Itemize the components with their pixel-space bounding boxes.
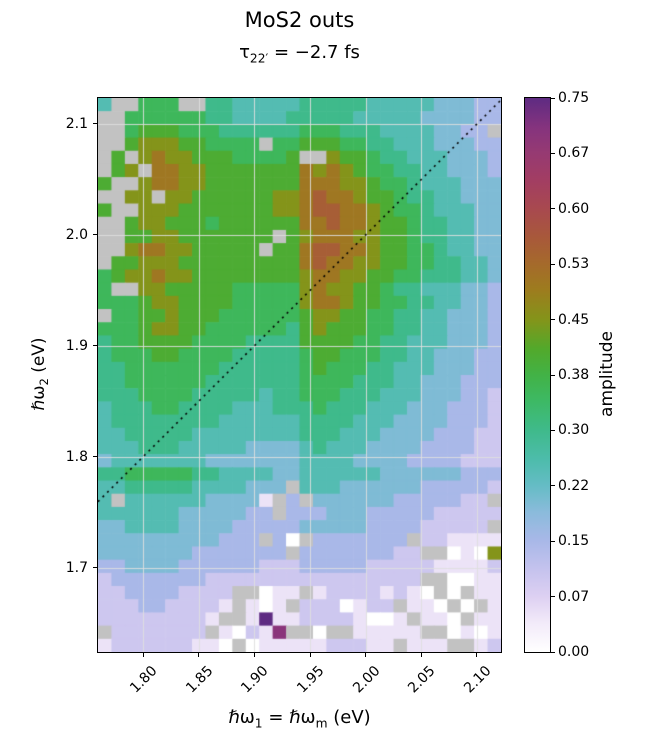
subtitle-tau: τ xyxy=(239,42,250,63)
x-tick-label: 1.80 xyxy=(127,663,161,697)
x-tick-mark xyxy=(309,652,311,657)
x-tick-mark xyxy=(253,652,255,657)
colorbar-tick-mark xyxy=(551,540,555,542)
colorbar-tick-label: 0.07 xyxy=(558,588,590,605)
chart-subtitle: τ22′ = −2.7 fs xyxy=(98,42,501,66)
chart-title: MoS2 outs xyxy=(244,8,355,32)
x-axis-label: ℏω1 = ℏωm (eV) xyxy=(228,707,371,731)
colorbar-tick-mark xyxy=(551,485,555,487)
y-tick-label: 2.1 xyxy=(65,115,88,132)
x-tick-label: 1.95 xyxy=(293,663,328,697)
x-tick-mark xyxy=(142,652,144,657)
x-tick-mark xyxy=(476,652,478,657)
colorbar-tick-label: 0.38 xyxy=(558,367,590,383)
y-tick-mark xyxy=(93,345,98,347)
subtitle-value: = −2.7 fs xyxy=(268,42,360,63)
x-tick-mark xyxy=(365,652,367,657)
x-tick-label: 1.85 xyxy=(182,663,217,697)
colorbar-tick-label: 0.30 xyxy=(558,422,590,439)
x-tick-label: 2.10 xyxy=(460,663,495,697)
x-tick-label: 1.90 xyxy=(238,663,272,697)
y-tick-mark xyxy=(93,234,98,236)
colorbar xyxy=(524,97,551,653)
y-tick-label: 1.8 xyxy=(65,448,88,465)
colorbar-tick-mark xyxy=(551,152,555,154)
colorbar-tick-mark xyxy=(551,208,555,210)
colorbar-label: amplitude xyxy=(597,331,617,417)
colorbar-tick-label: 0.15 xyxy=(558,533,590,550)
colorbar-tick-mark xyxy=(551,596,555,598)
colorbar-tick-label: 0.60 xyxy=(558,200,590,217)
colorbar-tick-mark xyxy=(551,319,555,321)
colorbar-tick-label: 0.75 xyxy=(558,90,590,106)
y-tick-label: 2.0 xyxy=(65,226,88,243)
colorbar-tick-label: 0.22 xyxy=(558,477,590,494)
colorbar-tick-mark xyxy=(551,263,555,265)
heatmap-canvas xyxy=(98,98,501,652)
subtitle-subscript: 22′ xyxy=(249,51,269,66)
colorbar-tick-label: 0.00 xyxy=(558,644,590,660)
y-tick-mark xyxy=(93,567,98,569)
colorbar-tick-mark xyxy=(551,429,555,431)
colorbar-tick-label: 0.53 xyxy=(558,256,590,273)
colorbar-tick-mark xyxy=(551,97,555,99)
colorbar-gradient xyxy=(525,98,550,652)
x-tick-label: 2.00 xyxy=(349,663,383,697)
y-tick-mark xyxy=(93,123,98,125)
colorbar-tick-mark xyxy=(551,374,555,376)
y-tick-mark xyxy=(93,456,98,458)
x-tick-mark xyxy=(420,652,422,657)
x-tick-label: 2.05 xyxy=(405,663,439,697)
colorbar-tick-label: 0.67 xyxy=(558,145,590,162)
colorbar-tick-mark xyxy=(551,651,555,653)
colorbar-tick-label: 0.45 xyxy=(558,311,590,328)
x-tick-mark xyxy=(198,652,200,657)
y-tick-label: 1.7 xyxy=(65,559,88,576)
y-tick-label: 1.9 xyxy=(65,337,88,354)
